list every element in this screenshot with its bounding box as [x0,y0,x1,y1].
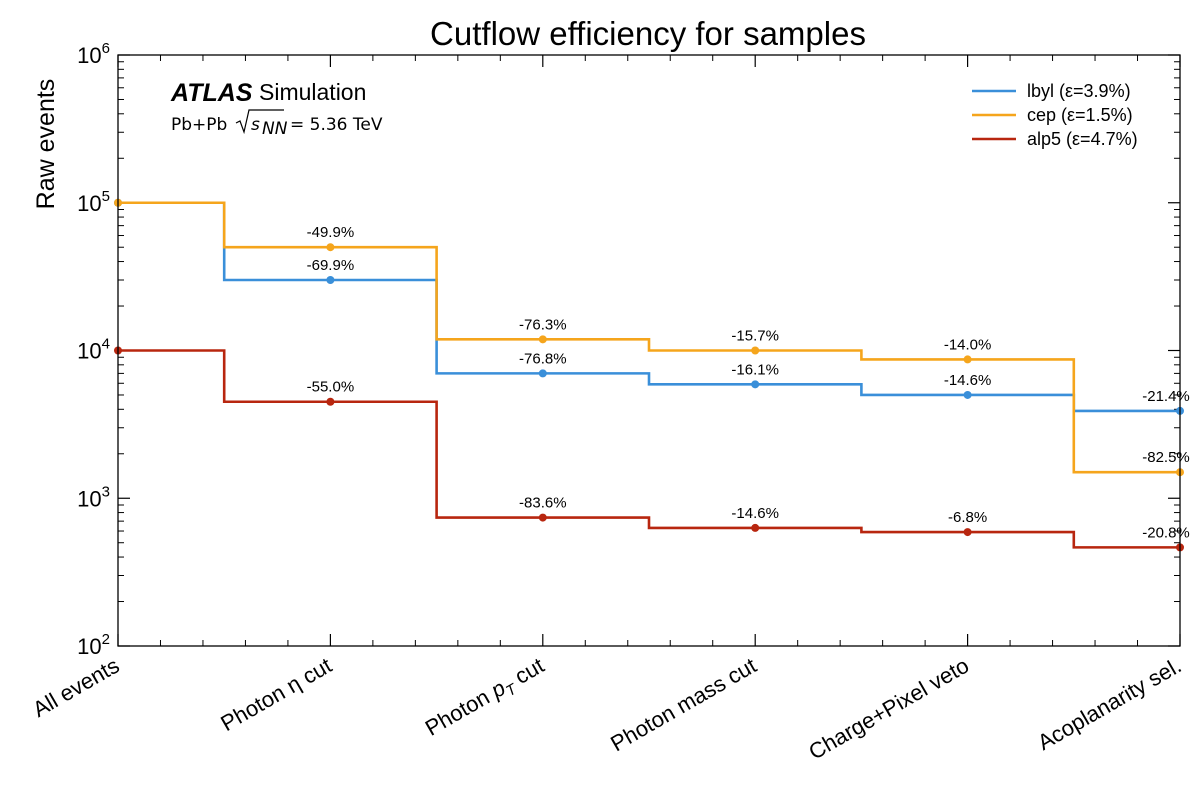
step-change-label: -15.7% [731,328,779,345]
y-tick-label: 105 [77,188,110,216]
y-axis-label: Raw events [32,79,60,210]
series-marker-2 [963,528,972,537]
collision-system-label: Pb+Pb [171,115,227,135]
sqrt-s-label: s [251,115,260,135]
step-change-label: -6.8% [948,509,987,526]
step-change-label: -83.6% [519,495,567,512]
atlas-experiment-label: ATLAS [170,79,253,107]
step-change-label: -20.8% [1142,524,1190,541]
step-change-label: -21.4% [1142,388,1190,405]
y-tick-label: 103 [77,483,110,511]
atlas-status-label: Simulation [259,79,366,105]
plot-frame [117,54,1181,647]
series-marker-1 [963,355,972,364]
step-change-label: -14.6% [731,505,779,522]
step-change-label: -76.3% [519,316,567,333]
legend: lbyl (ε=3.9%) cep (ε=1.5%) alp5 (ε=4.7%) [972,81,1138,149]
step-change-label: -14.0% [944,336,992,353]
series-marker-2 [538,513,547,522]
step-change-label: -69.9% [307,257,355,274]
legend-entry-label: lbyl (ε=3.9%) [1027,81,1131,101]
collision-energy-label: Pb+Pb s NN = 5.36 TeV [171,109,383,139]
sqrt-s-subscript: NN [262,119,288,139]
step-change-label: -76.8% [519,350,567,367]
chart-title: Cutflow efficiency for samples [430,15,866,52]
step-change-label: -55.0% [307,379,355,396]
step-change-label: -14.6% [944,372,992,389]
atlas-label: ATLAS Simulation [170,79,366,107]
series-marker-2 [326,397,335,406]
y-tick-label: 104 [77,336,110,364]
sqrt-sign-icon [235,109,284,135]
series-line-2 [118,349,1180,549]
series-marker-2 [751,523,760,532]
y-tick-label: 106 [77,40,110,68]
y-tick-label: 102 [77,631,110,659]
series-marker-0 [963,390,972,399]
series-marker-0 [538,369,547,378]
legend-entry-label: alp5 (ε=4.7%) [1027,129,1138,149]
energy-value-label: = 5.36 TeV [290,115,383,135]
series-marker-1 [538,335,547,344]
step-change-label: -16.1% [731,361,779,378]
series-marker-0 [751,380,760,389]
legend-entry-label: cep (ε=1.5%) [1027,105,1133,125]
series-marker-0 [326,276,335,285]
series-marker-1 [326,243,335,252]
series-line-1 [118,201,1180,474]
step-change-label: -49.9% [307,224,355,241]
series-marker-1 [751,346,760,355]
step-change-label: -82.5% [1142,449,1190,466]
